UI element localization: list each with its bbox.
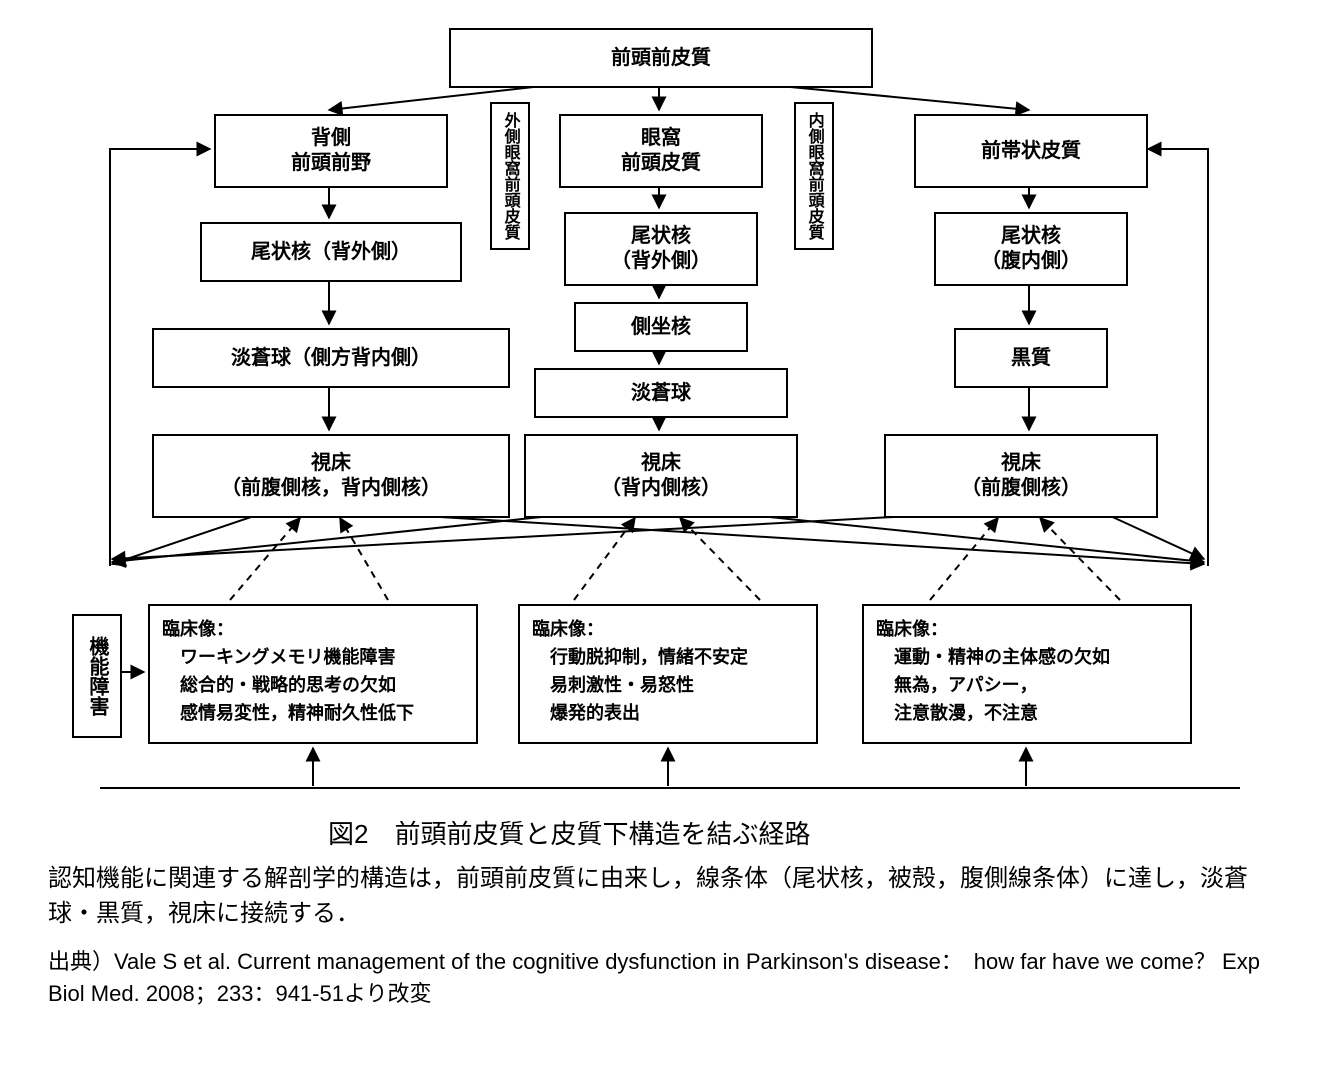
node-globus-pallidus-a: 淡蒼球（側方背内側）	[152, 328, 510, 388]
figure-source: 出典）Vale S et al. Current management of t…	[48, 946, 1288, 1010]
node-label: 前頭前皮質	[611, 46, 711, 71]
node-nucleus-accumbens: 側坐核	[574, 302, 748, 352]
symptoms-box-c: 臨床像： 運動・精神の主体感の欠如 無為，アパシー， 注意散漫，不注意	[862, 604, 1192, 744]
vlabel-text: 内側眼窩前頭皮質	[804, 112, 823, 240]
node-label: 背側 前頭前野	[291, 126, 371, 176]
node-label: 側坐核	[631, 315, 691, 340]
symptoms-text: 臨床像： ワーキングメモリ機能障害 総合的・戦略的思考の欠如 感情易変性，精神耐…	[162, 616, 414, 728]
node-label: 視床 （背内側核）	[601, 451, 721, 501]
node-label: 黒質	[1011, 346, 1051, 371]
symptoms-box-b: 臨床像： 行動脱抑制，情緒不安定 易刺激性・易怒性 爆発的表出	[518, 604, 818, 744]
figure-title: 図2 前頭前皮質と皮質下構造を結ぶ経路	[328, 816, 810, 854]
vlabel-impairment: 機能障害	[72, 614, 122, 738]
node-dorsal-pfc: 背側 前頭前野	[214, 114, 448, 188]
node-label: 眼窩 前頭皮質	[621, 126, 701, 176]
node-orbital-pfc: 眼窩 前頭皮質	[559, 114, 763, 188]
node-caudate-dl-a: 尾状核（背外側）	[200, 222, 462, 282]
node-label: 尾状核 （背外側）	[611, 224, 711, 274]
node-label: 尾状核 （腹内側）	[981, 224, 1081, 274]
node-label: 前帯状皮質	[981, 139, 1081, 164]
node-label: 視床 （前腹側核，背内側核）	[221, 451, 441, 501]
symptoms-text: 臨床像： 運動・精神の主体感の欠如 無為，アパシー， 注意散漫，不注意	[876, 616, 1110, 728]
node-thalamus-a: 視床 （前腹側核，背内側核）	[152, 434, 510, 518]
node-label: 視床 （前腹側核）	[961, 451, 1081, 501]
node-label: 尾状核（背外側）	[251, 240, 411, 265]
node-prefrontal-cortex: 前頭前皮質	[449, 28, 873, 88]
node-label: 淡蒼球	[631, 381, 691, 406]
node-label: 淡蒼球（側方背内側）	[231, 346, 431, 371]
figure-body: 認知機能に関連する解剖学的構造は，前頭前皮質に由来し，線条体（尾状核，被殻，腹側…	[48, 862, 1288, 932]
symptoms-text: 臨床像： 行動脱抑制，情緒不安定 易刺激性・易怒性 爆発的表出	[532, 616, 748, 728]
vlabel-text: 外側眼窩前頭皮質	[500, 112, 519, 240]
node-caudate-vm: 尾状核 （腹内側）	[934, 212, 1128, 286]
node-anterior-cingulate: 前帯状皮質	[914, 114, 1148, 188]
node-globus-pallidus-b: 淡蒼球	[534, 368, 788, 418]
node-caudate-dl-b: 尾状核 （背外側）	[564, 212, 758, 286]
vlabel-text: 機能障害	[85, 636, 109, 716]
diagram-stage: 前頭前皮質 背側 前頭前野 眼窩 前頭皮質 前帯状皮質 尾状核（背外側） 尾状核…	[0, 0, 1328, 1080]
node-thalamus-c: 視床 （前腹側核）	[884, 434, 1158, 518]
symptoms-box-a: 臨床像： ワーキングメモリ機能障害 総合的・戦略的思考の欠如 感情易変性，精神耐…	[148, 604, 478, 744]
vlabel-medial-ofc: 内側眼窩前頭皮質	[794, 102, 834, 250]
node-thalamus-b: 視床 （背内側核）	[524, 434, 798, 518]
vlabel-lateral-ofc: 外側眼窩前頭皮質	[490, 102, 530, 250]
node-substantia-nigra: 黒質	[954, 328, 1108, 388]
